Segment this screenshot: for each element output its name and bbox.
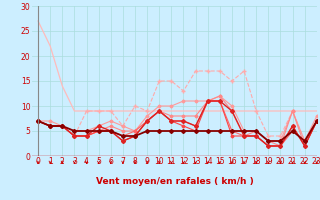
X-axis label: Vent moyen/en rafales ( km/h ): Vent moyen/en rafales ( km/h ) [96, 178, 253, 186]
